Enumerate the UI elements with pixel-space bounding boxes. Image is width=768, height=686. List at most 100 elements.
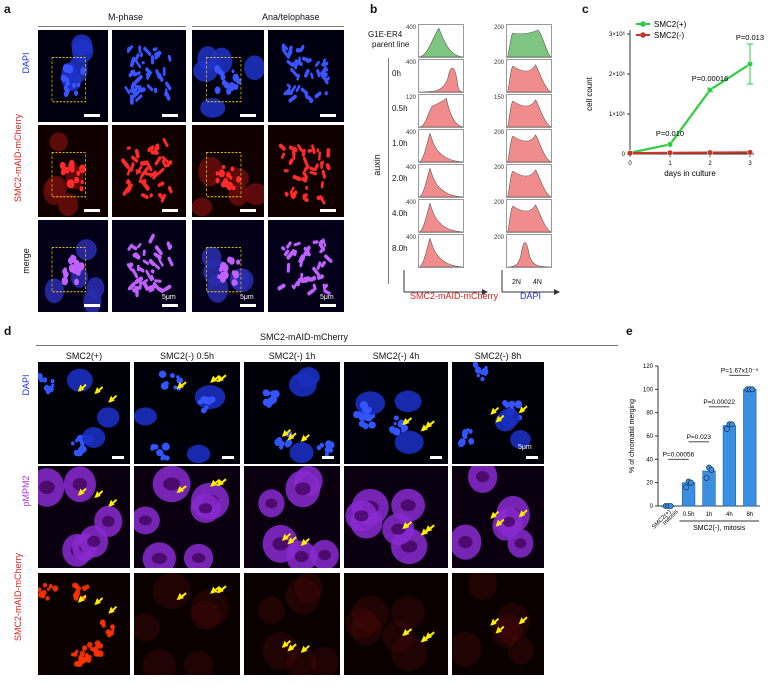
panel-e-pvalue-3: P=1.67x10⁻⁵ bbox=[721, 367, 759, 374]
panel-b-row-label-5: 4.0h bbox=[392, 209, 408, 218]
panel-a-micrograph-r3-c1 bbox=[38, 220, 108, 312]
panel-e-ytick-label: 120 bbox=[643, 364, 654, 370]
panel-b-histogram-left-1 bbox=[418, 59, 464, 93]
panel-b-parent-line-1: G1E-ER4 bbox=[368, 30, 403, 39]
panel-c-point bbox=[666, 141, 674, 148]
panel-c-legend-marker-1 bbox=[640, 32, 646, 38]
panel-d-title: SMC2-mAID-mCherry bbox=[260, 332, 349, 342]
panel-a-scalebar bbox=[84, 114, 100, 117]
panel-e-point bbox=[667, 503, 674, 509]
panel-b-parent-line-2: parent line bbox=[372, 40, 410, 49]
panel-d-micrograph-r3-c4 bbox=[344, 573, 448, 675]
panel-c-xlabel: days in culture bbox=[664, 169, 716, 178]
panel-a-header-line-1 bbox=[38, 26, 186, 27]
panel-a-row-merge: merge bbox=[21, 248, 31, 274]
panel-d-row-pmpm2: pMPM2 bbox=[21, 475, 31, 507]
panel-b-ymax-left-6: 400 bbox=[405, 235, 416, 241]
panel-c-ytick-label: 1×10⁶ bbox=[609, 111, 626, 118]
panel-e-bar-3 bbox=[722, 425, 737, 507]
panel-b-ymax-left-5: 400 bbox=[405, 200, 416, 206]
panel-d-micrograph-r1-c4 bbox=[344, 362, 448, 464]
panel-c-series-line-1 bbox=[629, 151, 751, 155]
panel-c-annotation-2: P=0.013 bbox=[736, 33, 764, 42]
panel-d-scalebar bbox=[430, 456, 442, 459]
panel-d-micrograph-r1-c3 bbox=[244, 362, 340, 464]
panel-b-histogram-left-4 bbox=[418, 164, 464, 198]
panel-e-point bbox=[724, 426, 730, 432]
panel-e-point bbox=[749, 386, 756, 393]
panel-c-xtick-label: 2 bbox=[708, 161, 712, 167]
panel-e-ytick-label: 80 bbox=[646, 411, 653, 417]
panel-a-scalebar bbox=[240, 304, 256, 307]
panel-d-label: d bbox=[4, 324, 12, 338]
panel-b-row-label-3: 1.0h bbox=[392, 139, 408, 148]
panel-a-micrograph-r3-c3 bbox=[192, 220, 264, 312]
panel-e-category-2: 1h bbox=[706, 512, 713, 518]
panel-b-row-label-1: 0h bbox=[392, 69, 401, 78]
panel-c-ytick-label: 0 bbox=[622, 152, 626, 158]
panel-c-chart: 0 1×10⁶ 2×10⁶ 3×10⁶ 0 1 2 3 days in culture cell … bbox=[585, 20, 764, 178]
panel-b-bracket bbox=[388, 58, 389, 284]
panel-b-auxin-label: auxin bbox=[372, 154, 382, 176]
panel-e-ytick-label: 40 bbox=[646, 457, 653, 463]
panel-d-micrograph-r1-c2 bbox=[134, 362, 240, 464]
panel-d-micrograph-r2-c2 bbox=[134, 466, 240, 568]
panel-c-label: c bbox=[582, 2, 589, 16]
panel-e-category-1: 0.5h bbox=[683, 512, 695, 518]
panel-a-scalebar bbox=[240, 114, 256, 117]
panel-d-micrograph-r2-c4 bbox=[344, 466, 448, 568]
panel-b-histogram-right-0 bbox=[506, 24, 552, 58]
panel-b-histogram-left-3 bbox=[418, 129, 464, 163]
panel-a-micrograph-r2-c3 bbox=[192, 125, 264, 217]
panel-b-histogram-right-6 bbox=[506, 234, 552, 268]
panel-b-ymax-right-0: 200 bbox=[493, 25, 504, 31]
panel-e-point bbox=[703, 475, 710, 481]
panel-a-scale-text: 5μm bbox=[240, 294, 254, 301]
panel-c-point bbox=[706, 86, 714, 94]
panel-a-scalebar bbox=[84, 304, 100, 307]
panel-a-header-mphase: M-phase bbox=[108, 12, 144, 22]
panel-b-tick-4n: 4N bbox=[533, 279, 542, 286]
panel-c-legend-marker-0 bbox=[640, 21, 646, 27]
panel-b-row-label-2: 0.5h bbox=[392, 104, 408, 113]
panel-b-histogram-left-6 bbox=[418, 234, 464, 268]
panel-b-ymax-left-2: 120 bbox=[405, 95, 416, 101]
panel-c-ytick-label: 2×10⁶ bbox=[609, 71, 626, 78]
panel-a-scalebar bbox=[240, 209, 256, 212]
panel-e-bar-4 bbox=[743, 389, 757, 507]
panel-a-micrograph-r1-c2 bbox=[112, 30, 186, 122]
panel-c-point bbox=[666, 149, 674, 156]
panel-c-xtick-label: 1 bbox=[668, 161, 672, 167]
panel-a-micrograph-r2-c1 bbox=[38, 125, 108, 217]
panel-a-scale-text: 5μm bbox=[320, 294, 334, 301]
panel-c-xtick-label: 0 bbox=[628, 161, 632, 167]
panel-b-ymax-right-1: 200 bbox=[493, 60, 504, 66]
panel-c-point bbox=[626, 150, 634, 157]
panel-b-ymax-left-1: 400 bbox=[405, 60, 416, 66]
panel-e-ytick-label: 0 bbox=[650, 504, 654, 510]
panel-d-micrograph-r2-c5 bbox=[452, 466, 544, 568]
panel-e-ylabel: % of chromatid merging bbox=[629, 399, 636, 473]
panel-e-point bbox=[683, 484, 689, 491]
panel-b-histogram-right-3 bbox=[506, 129, 552, 163]
panel-b-xlabel-right: DAPI bbox=[520, 291, 542, 301]
panel-e-point bbox=[729, 421, 735, 428]
panel-b-ymax-left-0: 400 bbox=[405, 25, 416, 31]
panel-d-micrograph-r3-c2 bbox=[134, 573, 240, 675]
panel-a-scale-text: 5μm bbox=[162, 294, 176, 301]
panel-b-ymax-right-5: 200 bbox=[493, 200, 504, 206]
panel-b-row-label-4: 2.0h bbox=[392, 174, 408, 183]
panel-a-scalebar bbox=[320, 209, 336, 212]
panel-b-ymax-left-4: 400 bbox=[405, 165, 416, 171]
panel-a-header-line-2 bbox=[192, 26, 344, 27]
panel-d-micrograph-r3-c1 bbox=[38, 573, 130, 675]
panel-c-legend-label-0: SMC2(+) bbox=[654, 20, 687, 29]
panel-d-micrograph-r1-c5 bbox=[452, 362, 544, 464]
panel-e-point bbox=[688, 479, 694, 486]
panel-d-col-header-1: SMC2(-) 0.5h bbox=[159, 351, 214, 361]
panel-e-ytick-label: 20 bbox=[646, 481, 653, 487]
panel-a-header-anatelophase: Ana/telophase bbox=[262, 12, 320, 22]
panel-a-scalebar bbox=[162, 114, 178, 117]
panel-b-row-label-6: 8.0h bbox=[392, 244, 408, 253]
